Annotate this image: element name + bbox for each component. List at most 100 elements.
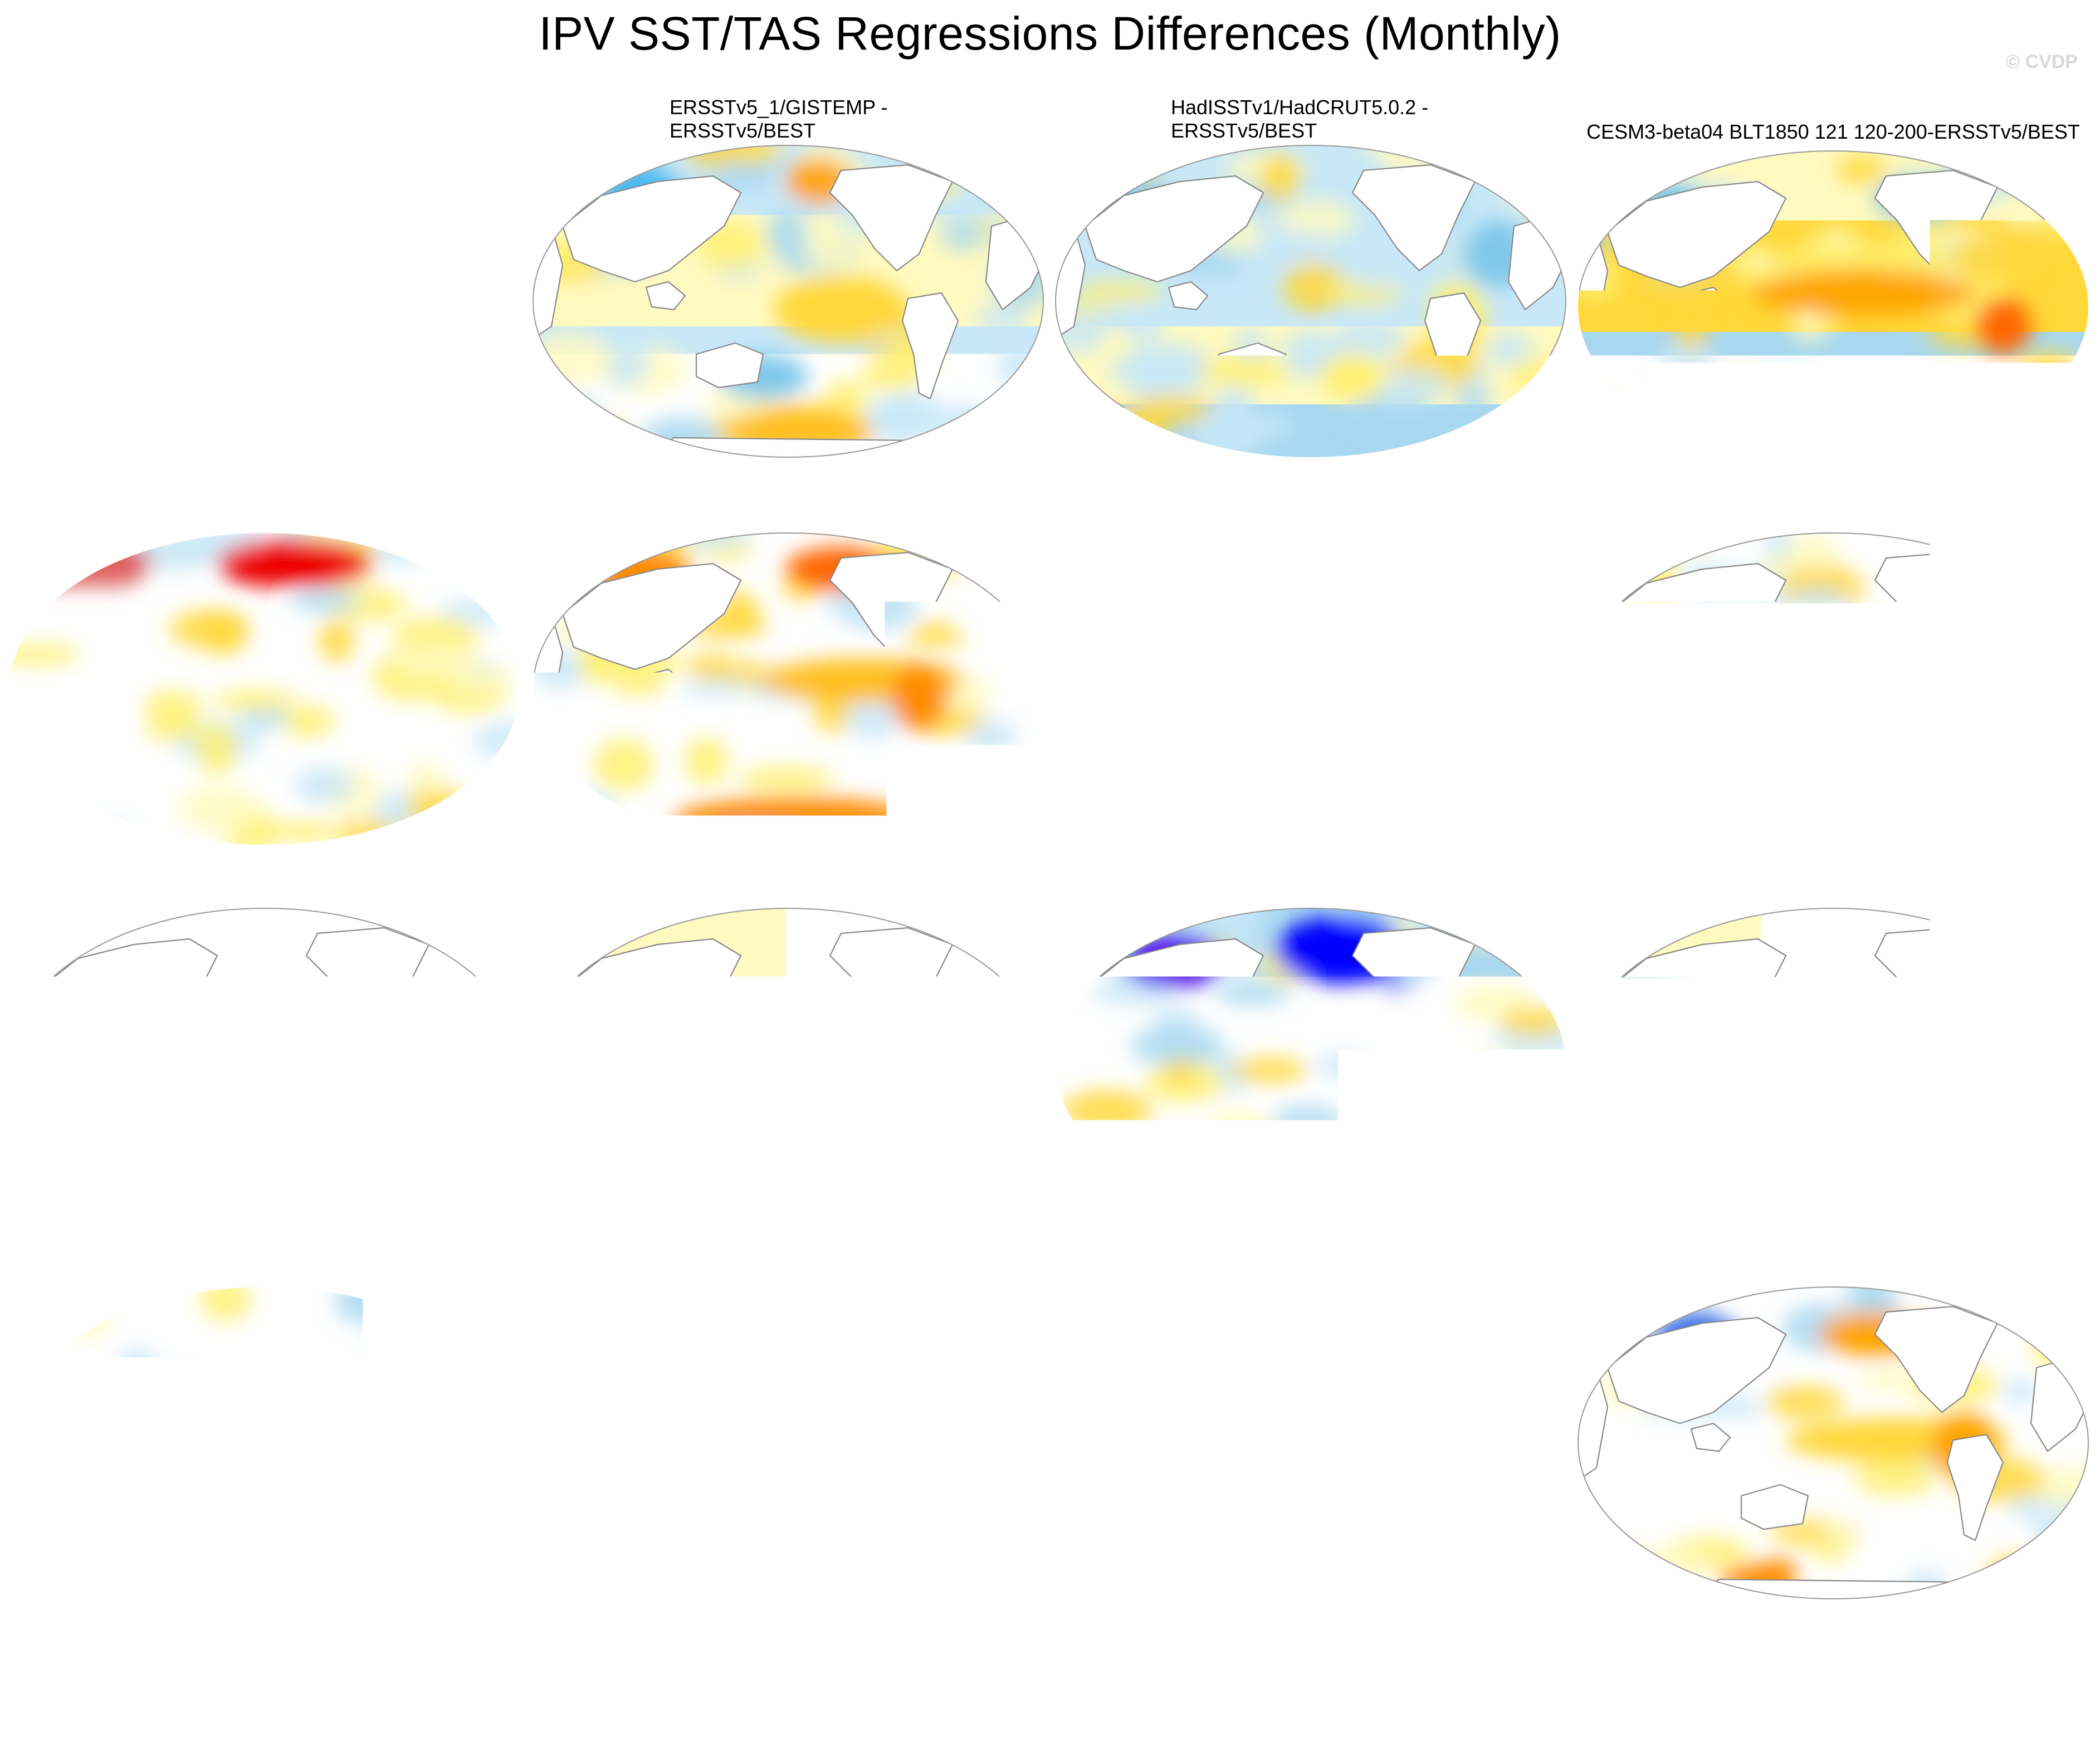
map-field <box>500 126 1060 474</box>
anomaly-patch <box>1422 1182 1459 1231</box>
anomaly-patch <box>686 654 735 680</box>
anomaly-patch <box>1676 1115 1716 1151</box>
anomaly-patch <box>149 1448 196 1481</box>
anomaly-patch <box>956 1300 1030 1353</box>
panel-title: CESM2 piControl D-ERSSTv5/BEST <box>6 1254 524 1278</box>
anomaly-patch <box>1138 1134 1174 1167</box>
anomaly-patch <box>958 1176 1009 1198</box>
anomaly-patch <box>85 1133 135 1172</box>
anomaly-patch <box>1650 1546 1707 1583</box>
anomaly-patch <box>516 165 578 192</box>
figure-title: IPV SST/TAS Regressions Differences (Mon… <box>0 7 2100 61</box>
anomaly-patch <box>528 934 584 957</box>
anomaly-patch <box>429 1510 465 1558</box>
anomaly-patch <box>1769 898 1841 938</box>
anomaly-patch <box>445 1306 488 1335</box>
anomaly-patch <box>559 903 603 933</box>
anomaly-patch <box>971 1577 1016 1617</box>
panel-title-line1: ERSSTv5_1/GISTEMP - <box>670 96 1047 119</box>
anomaly-patch <box>2063 375 2100 405</box>
anomaly-patch <box>1615 1196 1655 1226</box>
anomaly-patch <box>1530 565 1626 616</box>
colorbar-tick-label: 0.1 <box>1107 1678 1196 1720</box>
robinson-map <box>1574 530 2092 848</box>
anomaly-field <box>1532 882 2100 1228</box>
anomaly-patch <box>240 1487 316 1523</box>
panel-title-line1: HadISSTv1/HadCRUT5.0.2 - <box>1171 96 1570 119</box>
anomaly-patch <box>1238 413 1295 439</box>
anomaly-patch <box>521 397 568 444</box>
robinson-map <box>529 1284 1047 1602</box>
anomaly-patch <box>1675 1510 1750 1535</box>
robinson-map <box>6 1284 524 1602</box>
colorbar-tick-label: -0.4 <box>589 1678 678 1720</box>
anomaly-patch <box>1785 589 1852 619</box>
anomaly-patch <box>1259 155 1299 201</box>
anomaly-patch <box>2068 757 2100 797</box>
anomaly-patch <box>1967 623 2005 651</box>
panel-title: CESM3-beta04 BLT1850 121 60-200-ERSSTv5/… <box>529 500 1047 523</box>
anomaly-patch <box>0 1535 56 1573</box>
anomaly-patch <box>1590 1552 1657 1583</box>
anomaly-patch <box>1295 1365 1345 1399</box>
anomaly-patch <box>774 992 861 1021</box>
anomaly-patch <box>0 937 75 972</box>
anomaly-patch <box>538 544 574 590</box>
anomaly-patch <box>1066 1148 1100 1173</box>
anomaly-patch <box>512 428 578 474</box>
robinson-map <box>1052 1284 1570 1602</box>
anomaly-patch <box>642 1529 686 1562</box>
anomaly-patch <box>460 950 519 976</box>
panel-title: HadISSTv1/HadCRUT5.0.2 - ERSSTv5/BEST <box>1052 96 1570 143</box>
anomaly-patch <box>1654 347 1717 374</box>
robinson-map <box>1574 906 2092 1223</box>
anomaly-patch <box>1501 1497 1552 1534</box>
anomaly-patch <box>2032 1329 2098 1369</box>
anomaly-patch <box>975 1094 1025 1132</box>
anomaly-patch <box>918 1004 964 1032</box>
anomaly-patch <box>1599 525 1639 574</box>
anomaly-patch <box>1380 1505 1441 1536</box>
anomaly-patch <box>995 345 1056 388</box>
anomaly-patch <box>546 419 633 471</box>
anomaly-patch <box>1048 1533 1129 1565</box>
anomaly-patch <box>90 821 131 842</box>
anomaly-patch <box>1434 1275 1506 1313</box>
anomaly-patch <box>4 800 96 843</box>
anomaly-patch <box>1160 1470 1199 1492</box>
anomaly-patch <box>1836 155 1887 184</box>
anomaly-patch <box>548 1587 640 1608</box>
anomaly-patch <box>415 1180 512 1227</box>
panel-title-line2: ERSSTv5/BEST <box>670 119 1047 143</box>
anomaly-patch <box>1775 668 1821 700</box>
colorbar-tick-label: -0.6 <box>382 1678 471 1720</box>
panel-title: CESM2 piControl B-ERSSTv5/BEST <box>1052 1254 1570 1278</box>
colorbar-tick-label: -0.5 <box>485 1678 574 1720</box>
anomaly-patch <box>789 1460 836 1499</box>
anomaly-patch <box>422 1307 458 1331</box>
anomaly-patch <box>294 767 354 803</box>
anomaly-patch <box>1969 776 2040 828</box>
robinson-map <box>1052 906 1570 1223</box>
anomaly-patch <box>407 790 476 830</box>
anomaly-patch <box>77 1534 146 1568</box>
anomaly-patch <box>213 689 296 711</box>
anomaly-patch <box>1943 899 2019 928</box>
anomaly-patch <box>1833 698 1921 742</box>
robinson-map <box>1574 1284 2092 1602</box>
anomaly-patch <box>940 223 987 249</box>
anomaly-patch <box>941 147 998 173</box>
anomaly-patch <box>948 774 1015 820</box>
anomaly-patch <box>1005 777 1057 802</box>
anomaly-patch <box>2023 420 2093 457</box>
anomaly-patch <box>1557 1555 1653 1608</box>
map-field <box>0 894 541 1240</box>
colorbar-tick-label: 0.3 <box>1314 1678 1403 1720</box>
anomaly-patch <box>544 820 594 851</box>
anomaly-patch <box>442 1573 500 1613</box>
anomaly-patch <box>975 305 1028 335</box>
anomaly-patch <box>1958 804 2055 850</box>
anomaly-patch <box>493 1515 534 1558</box>
anomaly-patch <box>1435 1544 1483 1589</box>
anomaly-patch <box>574 789 612 826</box>
